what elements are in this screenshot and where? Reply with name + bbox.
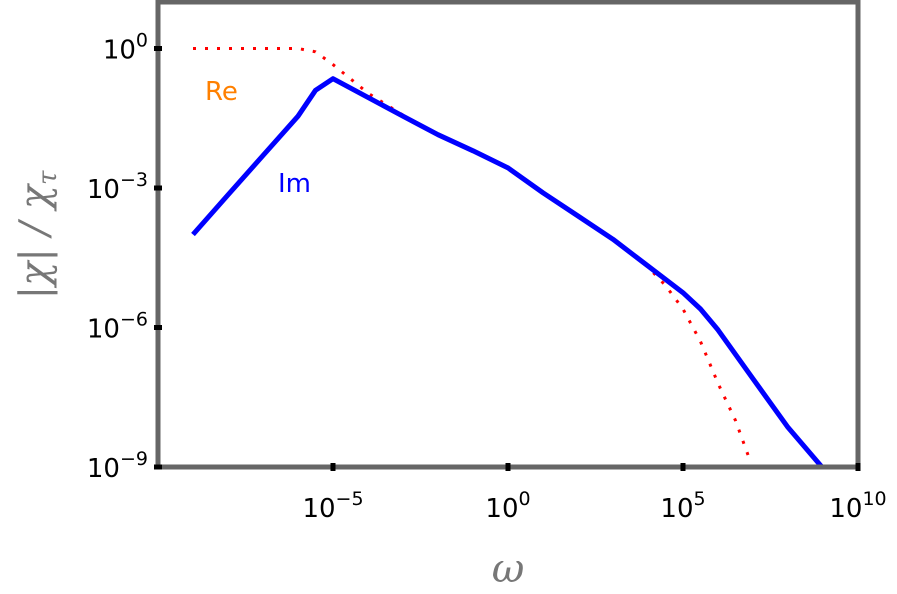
x-tick-label: 100 <box>485 488 530 524</box>
x-tick-label: 10−5 <box>302 488 363 524</box>
series-label: Re <box>205 77 238 107</box>
x-tick-label: 1010 <box>829 488 886 524</box>
x-tick-label: 105 <box>660 488 705 524</box>
line-series <box>193 47 751 460</box>
x-axis-label: ω <box>492 546 525 592</box>
plot-frame <box>155 0 861 470</box>
y-axis-label: |χ| / χτ <box>12 170 63 299</box>
plot-area <box>191 47 824 469</box>
y-tick-label: 10−3 <box>87 169 148 205</box>
series-label: Im <box>278 169 311 199</box>
line-series <box>191 76 824 469</box>
y-tick-label: 10−9 <box>87 448 148 484</box>
y-tick-label: 100 <box>103 30 148 66</box>
y-tick-label: 10−6 <box>87 309 148 345</box>
